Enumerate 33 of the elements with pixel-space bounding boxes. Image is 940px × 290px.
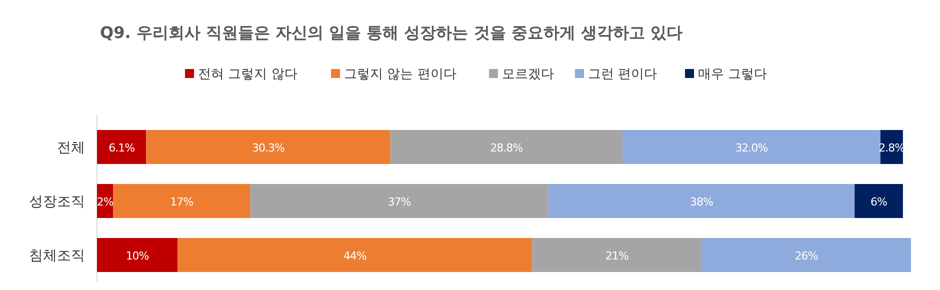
- bar: [532, 238, 702, 272]
- data-label: 6%: [870, 196, 888, 208]
- bar: [97, 238, 178, 272]
- legend-label: 매우 그렇다: [698, 67, 768, 82]
- bar: [390, 130, 622, 164]
- data-label: 26%: [794, 250, 818, 262]
- data-label: 21%: [605, 250, 628, 262]
- legend-label: 그렇지 않는 편이다: [344, 67, 456, 82]
- bar: [701, 238, 911, 272]
- legend-label: 그런 편이다: [588, 67, 658, 82]
- data-label: 37%: [388, 196, 411, 208]
- data-label: 10%: [126, 250, 149, 262]
- bar: [146, 130, 390, 164]
- chart-title: Q9. 우리회사 직원들은 자신의 일을 통해 성장하는 것을 중요하게 생각하고 있다: [100, 23, 683, 42]
- data-label: 6.1%: [108, 142, 135, 154]
- bar: [854, 184, 903, 218]
- bar: [250, 184, 548, 218]
- y-tick-label: 성장조직: [29, 194, 85, 210]
- y-tick-label: 전체: [57, 140, 85, 156]
- data-label: 32.0%: [735, 142, 768, 154]
- legend-label: 모르겠다: [502, 67, 554, 82]
- bar: [97, 130, 146, 164]
- data-label: 38%: [690, 196, 713, 208]
- bar: [113, 184, 250, 218]
- data-label: 28.8%: [490, 142, 523, 154]
- legend-label: 전혀 그렇지 않다: [198, 67, 298, 82]
- y-tick-label: 침체조직: [29, 248, 85, 264]
- bar: [622, 130, 880, 164]
- bar: [548, 184, 855, 218]
- bar: [178, 238, 532, 272]
- data-label: 30.3%: [252, 142, 285, 154]
- data-label: 17%: [170, 196, 194, 208]
- data-label: 44%: [343, 250, 366, 262]
